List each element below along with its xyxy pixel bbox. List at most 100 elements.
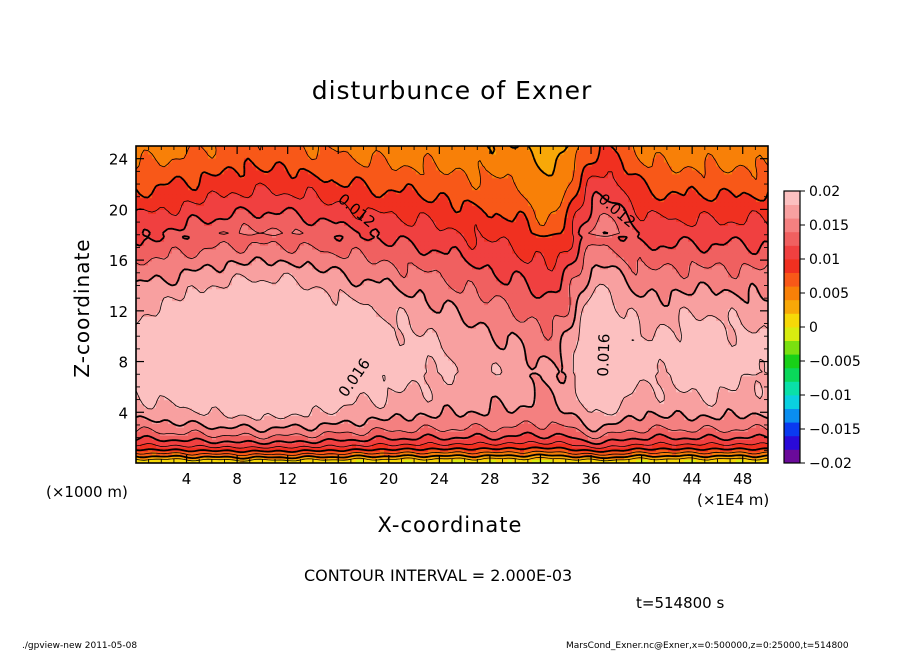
heatmap-cell	[572, 360, 577, 365]
heatmap-cell	[520, 372, 525, 377]
heatmap-cell	[296, 427, 301, 432]
heatmap-cell	[536, 411, 541, 416]
heatmap-cell	[336, 340, 341, 345]
heatmap-cell	[724, 372, 729, 377]
heatmap-cell	[544, 344, 549, 349]
heatmap-cell	[624, 372, 629, 377]
heatmap-cell	[716, 408, 721, 413]
heatmap-cell	[444, 451, 449, 456]
heatmap-cell	[532, 344, 537, 349]
heatmap-cell	[248, 419, 253, 424]
heatmap-cell	[512, 415, 517, 420]
heatmap-cell	[288, 388, 293, 393]
heatmap-cell	[320, 411, 325, 416]
heatmap-cell	[648, 419, 653, 424]
heatmap-cell	[752, 348, 757, 353]
heatmap-cell	[640, 352, 645, 357]
heatmap-cell	[640, 411, 645, 416]
heatmap-cell	[672, 368, 677, 373]
heatmap-cell	[456, 356, 461, 361]
heatmap-cell	[412, 336, 417, 341]
heatmap-cell	[312, 415, 317, 420]
heatmap-cell	[712, 384, 717, 389]
heatmap-cell	[604, 392, 609, 397]
heatmap-cell	[512, 352, 517, 357]
heatmap-cell	[756, 435, 761, 440]
heatmap-cell	[672, 372, 677, 377]
heatmap-cell	[560, 384, 565, 389]
heatmap-cell	[168, 368, 173, 373]
heatmap-cell	[216, 415, 221, 420]
heatmap-cell	[744, 419, 749, 424]
heatmap-cell	[388, 380, 393, 385]
heatmap-cell	[628, 396, 633, 401]
heatmap-cell	[368, 356, 373, 361]
heatmap-cell	[316, 392, 321, 397]
heatmap-cell	[528, 344, 533, 349]
heatmap-cell	[452, 344, 457, 349]
heatmap-cell	[372, 384, 377, 389]
heatmap-cell	[652, 427, 657, 432]
heatmap-cell	[524, 419, 529, 424]
heatmap-cell	[232, 368, 237, 373]
heatmap-cell	[656, 408, 661, 413]
heatmap-cell	[480, 400, 485, 405]
heatmap-cell	[204, 419, 209, 424]
heatmap-cell	[192, 431, 197, 436]
heatmap-cell	[616, 344, 621, 349]
heatmap-cell	[680, 348, 685, 353]
heatmap-cell	[484, 344, 489, 349]
heatmap-cell	[504, 396, 509, 401]
heatmap-cell	[488, 415, 493, 420]
heatmap-cell	[412, 388, 417, 393]
heatmap-cell	[288, 400, 293, 405]
heatmap-cell	[268, 336, 273, 341]
heatmap-cell	[276, 344, 281, 349]
heatmap-cell	[220, 384, 225, 389]
heatmap-cell	[328, 360, 333, 365]
heatmap-cell	[700, 404, 705, 409]
heatmap-cell	[624, 400, 629, 405]
heatmap-cell	[220, 400, 225, 405]
heatmap-cell	[748, 439, 753, 444]
heatmap-cell	[536, 352, 541, 357]
heatmap-cell	[496, 419, 501, 424]
heatmap-cell	[412, 344, 417, 349]
heatmap-cell	[328, 356, 333, 361]
heatmap-cell	[480, 368, 485, 373]
heatmap-cell	[248, 404, 253, 409]
heatmap-cell	[356, 427, 361, 432]
heatmap-cell	[648, 372, 653, 377]
heatmap-cell	[576, 384, 581, 389]
heatmap-cell	[196, 376, 201, 381]
heatmap-cell	[456, 360, 461, 365]
heatmap-cell	[184, 348, 189, 353]
heatmap-cell	[384, 356, 389, 361]
heatmap-cell	[352, 415, 357, 420]
heatmap-cell	[624, 384, 629, 389]
heatmap-cell	[652, 439, 657, 444]
heatmap-cell	[372, 396, 377, 401]
heatmap-cell	[256, 415, 261, 420]
heatmap-cell	[228, 348, 233, 353]
heatmap-cell	[220, 419, 225, 424]
heatmap-cell	[692, 411, 697, 416]
heatmap-cell	[676, 396, 681, 401]
heatmap-cell	[440, 431, 445, 436]
heatmap-cell	[408, 400, 413, 405]
heatmap-cell	[656, 443, 661, 448]
heatmap-cell	[372, 388, 377, 393]
heatmap-cell	[196, 392, 201, 397]
heatmap-cell	[732, 356, 737, 361]
heatmap-cell	[524, 384, 529, 389]
heatmap-cell	[280, 352, 285, 357]
heatmap-cell	[292, 372, 297, 377]
heatmap-cell	[708, 364, 713, 369]
heatmap-cell	[248, 352, 253, 357]
heatmap-cell	[184, 400, 189, 405]
heatmap-cell	[184, 356, 189, 361]
heatmap-cell	[432, 404, 437, 409]
heatmap-cell	[212, 392, 217, 397]
heatmap-cell	[188, 340, 193, 345]
heatmap-cell	[264, 352, 269, 357]
